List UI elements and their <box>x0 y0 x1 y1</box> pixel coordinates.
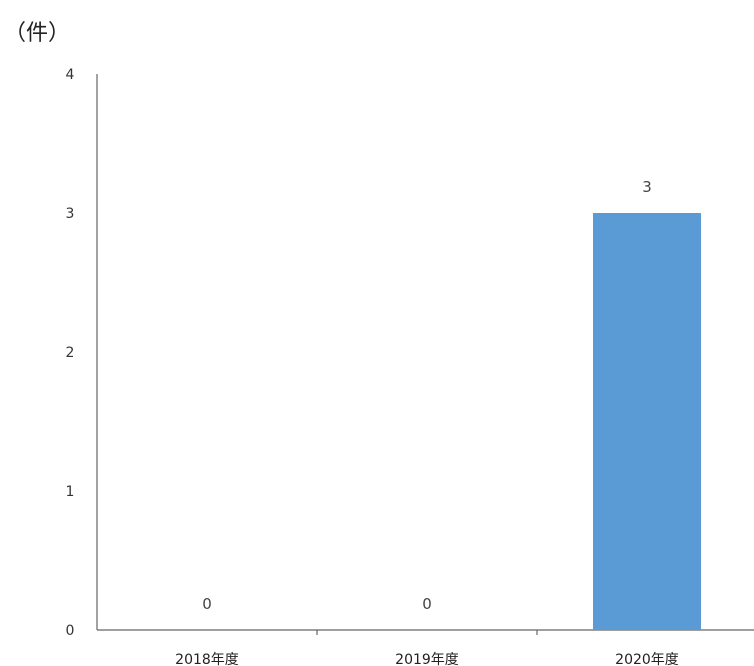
y-axis-unit-label: （件） <box>4 21 70 46</box>
y-tick-label: 1 <box>66 484 75 500</box>
y-tick-label: 3 <box>66 206 75 222</box>
bar-value-label: 3 <box>642 178 652 196</box>
data-labels: 0 0 3 <box>202 178 652 613</box>
y-tick-label: 2 <box>66 345 75 361</box>
x-category-label: 2020年度 <box>615 652 679 666</box>
bar <box>593 213 701 630</box>
bars <box>593 213 701 630</box>
bar-value-label: 0 <box>422 595 432 613</box>
y-tick-label: 4 <box>66 67 75 83</box>
y-axis: 0 1 2 3 4 <box>66 67 98 639</box>
x-category-label: 2018年度 <box>175 652 239 666</box>
bar-value-label: 0 <box>202 595 212 613</box>
x-axis: 2018年度 2019年度 2020年度 <box>97 629 754 666</box>
x-category-label: 2019年度 <box>395 652 459 666</box>
y-tick-label: 0 <box>66 623 75 639</box>
